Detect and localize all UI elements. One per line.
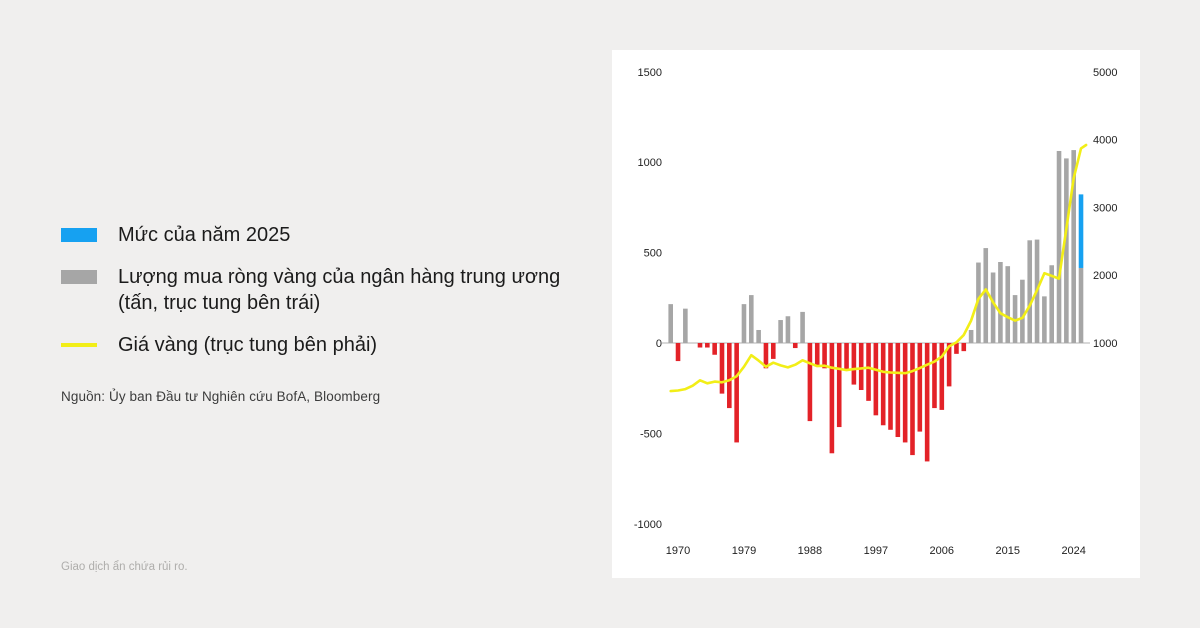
right-axis-tick: 5000 (1093, 67, 1117, 79)
bar-1991 (829, 343, 835, 454)
x-axis-tick: 1970 (666, 545, 690, 557)
bar-2001 (902, 343, 908, 443)
left-axis-tick: 1500 (638, 67, 662, 79)
bar-2013 (990, 272, 996, 343)
footer-disclaimer: Giao dịch ẩn chứa rủi ro. (61, 561, 188, 573)
bar-2003 (917, 343, 923, 432)
bar-1984 (778, 320, 783, 343)
gold-chart: 150010005000-500-10005000400030002000100… (634, 67, 1118, 557)
bar-1987 (800, 311, 805, 343)
left-axis-tick: -500 (640, 428, 662, 440)
bar-1989 (814, 343, 820, 367)
x-axis-tick: 2024 (1061, 545, 1085, 557)
bar-1969 (668, 304, 673, 343)
bar-2010 (968, 329, 974, 343)
legend-item-gold-price: Giá vàng (trục tung bên phải) (61, 332, 560, 358)
legend-swatch-cb-purchases (61, 270, 97, 284)
legend-label-cb-purchases: Lượng mua ròng vàng của ngân hàng trung … (118, 264, 560, 316)
bar-2020 (1042, 296, 1047, 343)
bar-2015 (1005, 266, 1011, 343)
chart-panel: 1500 1000 500 0 -500 -1000 5000 4000 3000 2000 100… (612, 50, 1140, 578)
right-axis-tick: 2000 (1093, 270, 1117, 282)
bar-1982 (763, 343, 769, 369)
legend-label-gold-price: Giá vàng (trục tung bên phải) (118, 332, 377, 358)
bar-2014 (998, 262, 1003, 343)
bar-2021 (1049, 265, 1055, 343)
right-axis-tick: 1000 (1093, 338, 1117, 350)
left-axis-tick: 0 (656, 338, 662, 350)
bar-1985 (785, 316, 791, 343)
x-axis-tick: 2015 (995, 545, 1019, 557)
legend-swatch-gold-price-line (61, 343, 97, 347)
bar-1970 (675, 343, 681, 362)
bar-1988 (807, 343, 813, 422)
right-axis-tick: 4000 (1093, 135, 1117, 147)
bar-1993 (844, 343, 849, 371)
bar-2023 (1064, 158, 1069, 343)
bar-1973 (697, 343, 703, 348)
bar-2024 (1071, 150, 1076, 343)
legend-label-line: (tấn, trục tung bên trái) (118, 292, 321, 314)
legend-label-2025-level: Mức của năm 2025 (118, 222, 290, 248)
source-note: Nguồn: Ủy ban Đầu tư Nghiên cứu BofA, Bl… (61, 389, 381, 404)
legend-label-line: Lượng mua ròng vàng của ngân hàng trung … (118, 266, 561, 288)
bar-1994 (851, 343, 857, 385)
bar-2007 (946, 343, 952, 387)
left-axis-tick: -1000 (634, 519, 662, 531)
legend-label-line: Mức của năm 2025 (118, 224, 291, 246)
bar-2002 (910, 343, 915, 456)
legend-swatch-2025-level (61, 228, 97, 242)
legend-item-2025-level: Mức của năm 2025 (61, 222, 560, 248)
bar-1995 (858, 343, 864, 391)
legend-label-line: Giá vàng (trục tung bên phải) (118, 334, 378, 356)
bar-1997 (873, 343, 879, 416)
right-axis-tick: 3000 (1093, 202, 1117, 214)
bar-1971 (683, 308, 688, 343)
bar-1979 (741, 304, 747, 343)
bar-1975 (712, 343, 717, 355)
bar-1992 (836, 343, 842, 428)
bar-1980 (748, 295, 754, 343)
bar-2008 (954, 343, 959, 354)
bar-2006 (939, 343, 945, 410)
x-axis-tick: 1988 (798, 545, 822, 557)
x-axis-tick: 1979 (732, 545, 756, 557)
gold-price-line (669, 143, 1088, 393)
x-axis-tick: 1997 (864, 545, 888, 557)
bar-2012 (983, 248, 989, 343)
bar-2025-level (1078, 194, 1084, 268)
bar-2016 (1012, 295, 1018, 343)
bar-1977 (727, 343, 732, 409)
bar-1974 (705, 343, 710, 348)
bar-2000 (895, 343, 901, 438)
x-axis-tick: 2006 (930, 545, 954, 557)
bar-2018 (1027, 240, 1033, 343)
bar-1986 (792, 343, 798, 349)
bar-1999 (888, 343, 893, 430)
bar-2022 (1056, 150, 1062, 343)
legend: Mức của năm 2025 Lượng mua ròng vàng của… (61, 222, 560, 374)
legend-item-cb-purchases: Lượng mua ròng vàng của ngân hàng trung … (61, 264, 560, 316)
bar-2009 (961, 343, 967, 352)
bar-2017 (1020, 279, 1025, 343)
bar-1981 (756, 329, 761, 343)
bar-1983 (770, 343, 776, 359)
bar-1978 (734, 343, 739, 443)
left-axis-tick: 500 (644, 248, 662, 260)
bar-2025-gray-segment (1078, 267, 1084, 343)
left-axis-tick: 1000 (638, 157, 662, 169)
bar-1990 (822, 343, 827, 369)
bar-1996 (866, 343, 871, 401)
bar-1976 (719, 343, 725, 394)
bar-1998 (880, 343, 886, 426)
bar-2004 (924, 343, 930, 462)
bar-2005 (932, 343, 937, 409)
